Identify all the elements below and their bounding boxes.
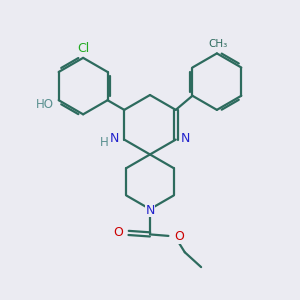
Text: N: N — [145, 204, 155, 217]
Text: H: H — [100, 136, 109, 149]
Text: Cl: Cl — [77, 42, 89, 56]
Text: N: N — [110, 132, 119, 145]
Text: HO: HO — [36, 98, 54, 111]
Text: O: O — [174, 230, 184, 243]
Text: O: O — [113, 226, 123, 239]
Text: N: N — [181, 132, 190, 145]
Text: CH₃: CH₃ — [209, 39, 228, 49]
